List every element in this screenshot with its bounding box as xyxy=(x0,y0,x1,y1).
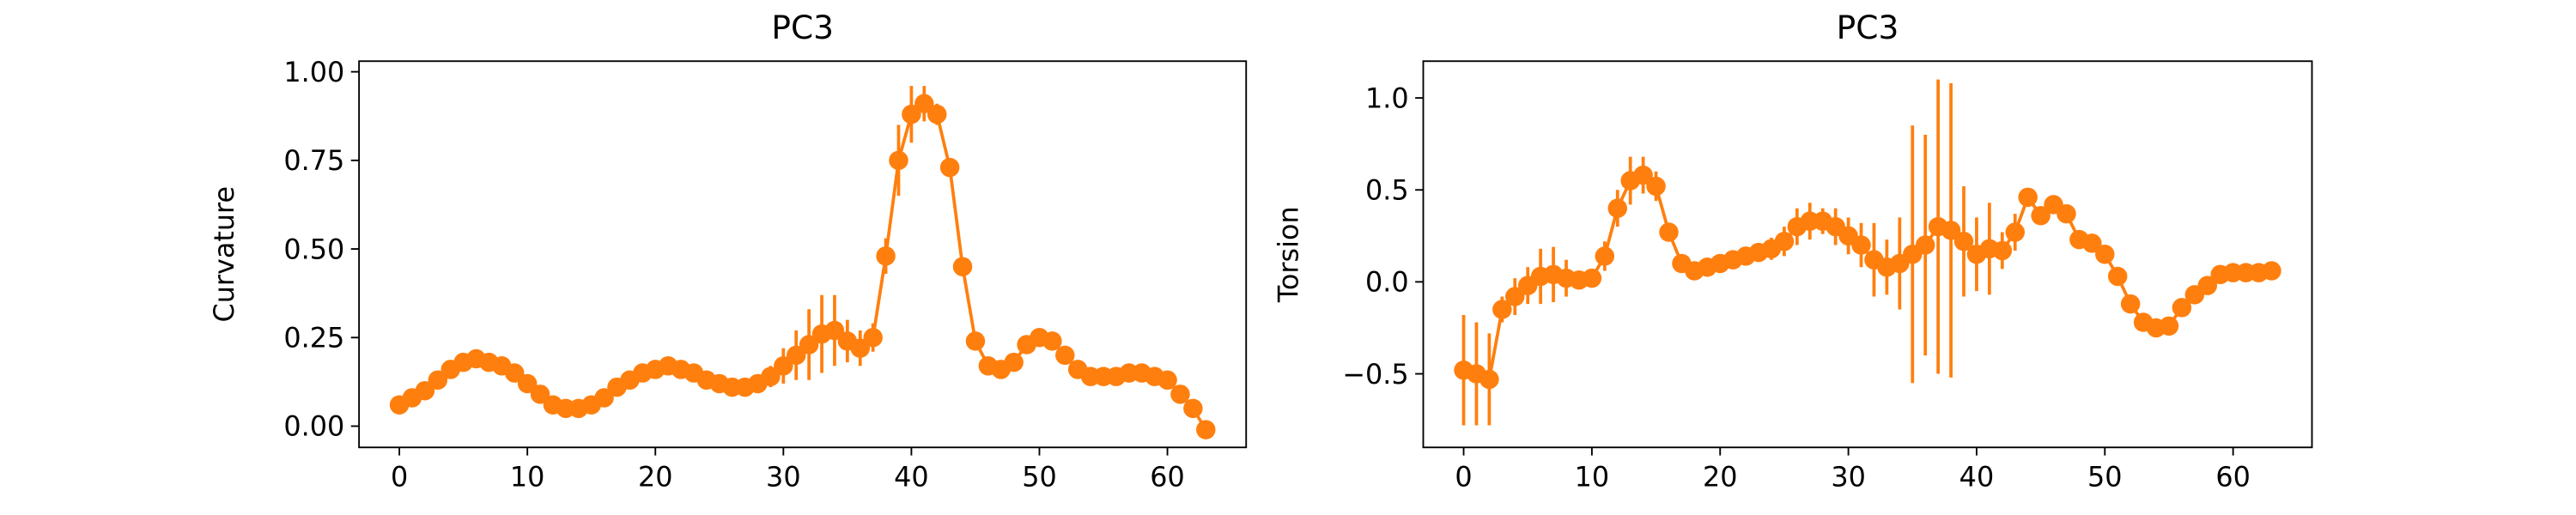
point xyxy=(1941,221,1961,240)
y-tick-label: 1.0 xyxy=(1365,82,1409,114)
point xyxy=(850,338,871,358)
point xyxy=(902,104,921,124)
point xyxy=(1183,398,1203,419)
x-tick-label: 50 xyxy=(2087,460,2123,493)
point xyxy=(2057,203,2076,224)
point xyxy=(2018,187,2038,208)
x-tick-label: 30 xyxy=(1831,460,1866,493)
point xyxy=(965,331,986,351)
point xyxy=(927,104,947,124)
y-tick-label: −0.5 xyxy=(1342,358,1408,391)
x-tick-label: 30 xyxy=(766,460,801,493)
point xyxy=(786,345,806,366)
point xyxy=(2082,233,2102,253)
x-tick-label: 40 xyxy=(894,460,929,493)
x-tick-label: 20 xyxy=(1703,460,1738,493)
point xyxy=(1851,235,1871,255)
y-tick-label: 0.0 xyxy=(1365,266,1409,299)
point xyxy=(594,388,614,408)
point xyxy=(1953,232,1974,251)
point xyxy=(1479,369,1499,390)
point xyxy=(2197,276,2218,295)
point xyxy=(415,380,435,401)
plot-frame xyxy=(358,60,1248,449)
point xyxy=(428,370,448,391)
x-tick-label: 20 xyxy=(638,460,673,493)
x-tick-label: 0 xyxy=(391,460,408,493)
x-tick-label: 10 xyxy=(1575,460,1610,493)
x-tick-label: 0 xyxy=(1455,460,1472,493)
point xyxy=(1774,232,1795,251)
point xyxy=(889,150,908,171)
point xyxy=(2120,294,2141,314)
point xyxy=(914,94,934,114)
point xyxy=(1492,300,1512,319)
y-tick-label: 1.00 xyxy=(283,56,344,88)
point xyxy=(761,367,781,386)
point xyxy=(1582,268,1602,288)
x-tick-label: 60 xyxy=(1150,460,1185,493)
point xyxy=(824,320,845,341)
point xyxy=(863,328,883,348)
point xyxy=(1646,176,1666,197)
point xyxy=(1659,222,1679,242)
point xyxy=(1607,198,1628,218)
point xyxy=(2031,206,2050,226)
x-tick-label: 10 xyxy=(510,460,545,493)
point xyxy=(1157,370,1177,391)
point xyxy=(1595,246,1615,266)
chart-title: PC3 xyxy=(1837,9,1899,46)
point xyxy=(1505,287,1525,306)
x-tick-label: 50 xyxy=(1022,460,1057,493)
point xyxy=(774,356,793,376)
point xyxy=(1633,165,1653,185)
point xyxy=(876,246,896,266)
point xyxy=(939,157,960,178)
point xyxy=(2095,245,2115,264)
point xyxy=(1170,385,1190,404)
y-axis-label: Torsion xyxy=(1272,206,1304,303)
point xyxy=(517,373,538,394)
chart-title: PC3 xyxy=(771,9,834,46)
point xyxy=(2107,266,2128,287)
x-tick-label: 40 xyxy=(1959,460,1995,493)
point xyxy=(2172,298,2192,318)
point xyxy=(799,335,819,354)
y-tick-label: 0.25 xyxy=(283,322,344,354)
y-tick-label: 0.50 xyxy=(283,233,344,265)
point xyxy=(1992,240,2013,261)
point xyxy=(1042,331,1062,351)
point xyxy=(952,257,973,276)
point xyxy=(1055,345,1075,366)
y-tick-label: 0.00 xyxy=(283,410,344,443)
point xyxy=(2159,316,2179,336)
series-line xyxy=(1463,173,2272,382)
y-tick-label: 0.75 xyxy=(283,144,344,177)
point xyxy=(1915,235,1935,255)
plot-frame xyxy=(1422,60,2313,449)
y-tick-label: 0.5 xyxy=(1365,174,1409,207)
x-tick-label: 60 xyxy=(2215,460,2251,493)
point xyxy=(1004,352,1024,373)
point xyxy=(2262,261,2281,281)
point xyxy=(505,363,525,383)
point xyxy=(2005,222,2026,242)
point xyxy=(530,385,550,404)
y-axis-label: Curvature xyxy=(208,186,240,323)
point xyxy=(1196,420,1216,439)
